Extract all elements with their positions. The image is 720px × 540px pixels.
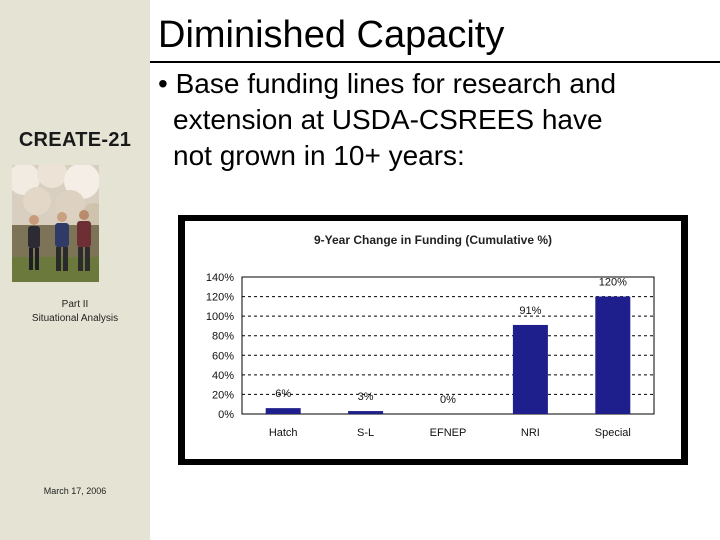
- chart-title: 9-Year Change in Funding (Cumulative %): [314, 233, 552, 247]
- bullet-point: • Base funding lines for research and ex…: [158, 66, 713, 174]
- data-label: 120%: [599, 277, 627, 289]
- y-tick-label: 100%: [206, 311, 234, 323]
- y-axis-ticks: 0% 20% 40% 60% 80% 100% 120% 140%: [206, 272, 234, 421]
- x-tick-label: S-L: [357, 427, 374, 439]
- data-label: 91%: [519, 305, 541, 317]
- data-label: 0%: [440, 394, 456, 406]
- program-name: CREATE-21: [18, 129, 132, 151]
- y-tick-label: 40%: [212, 370, 234, 382]
- slide-date: March 17, 2006: [43, 486, 107, 496]
- bar: [265, 408, 301, 414]
- x-axis-labels: Hatch S-L EFNEP NRI Special: [269, 427, 631, 439]
- bullet-line-3: not grown in 10+ years:: [173, 140, 465, 171]
- bullet-text-1: Base funding lines for research and: [175, 68, 617, 99]
- title-divider: [150, 61, 720, 63]
- data-labels: 6% 3% 0% 91% 120%: [275, 277, 627, 406]
- slide-title: Diminished Capacity: [158, 14, 505, 56]
- gridlines: [242, 296, 654, 395]
- x-tick-label: NRI: [521, 427, 540, 439]
- bars: [265, 296, 631, 414]
- data-label: 3%: [358, 391, 374, 403]
- x-tick-label: EFNEP: [430, 427, 467, 439]
- bullet-marker: •: [158, 68, 168, 99]
- plot-area: [241, 276, 655, 415]
- bullet-line-1: • Base funding lines for research and: [158, 66, 713, 102]
- bar: [595, 296, 631, 414]
- y-tick-label: 60%: [212, 350, 234, 362]
- data-label: 6%: [275, 388, 291, 400]
- y-tick-label: 80%: [212, 331, 234, 343]
- bullet-line-2: extension at USDA-CSREES have: [173, 104, 603, 135]
- funding-chart: 9-Year Change in Funding (Cumulative %) …: [178, 215, 688, 465]
- bar: [348, 411, 384, 414]
- x-tick-label: Special: [595, 427, 631, 439]
- y-tick-label: 140%: [206, 272, 234, 284]
- sidebar: CREATE-21 Part II S: [0, 0, 150, 540]
- y-tick-label: 0%: [218, 409, 234, 421]
- y-tick-label: 120%: [206, 292, 234, 304]
- part-number: Part II: [61, 299, 89, 310]
- bar: [512, 324, 548, 414]
- section-name: Situational Analysis: [31, 313, 119, 324]
- people-in-orchard-photo: [12, 165, 99, 282]
- y-tick-label: 20%: [212, 389, 234, 401]
- x-tick-label: Hatch: [269, 427, 298, 439]
- part-section-label: Part II Situational Analysis: [0, 298, 150, 326]
- funding-chart-svg: 9-Year Change in Funding (Cumulative %) …: [185, 221, 681, 459]
